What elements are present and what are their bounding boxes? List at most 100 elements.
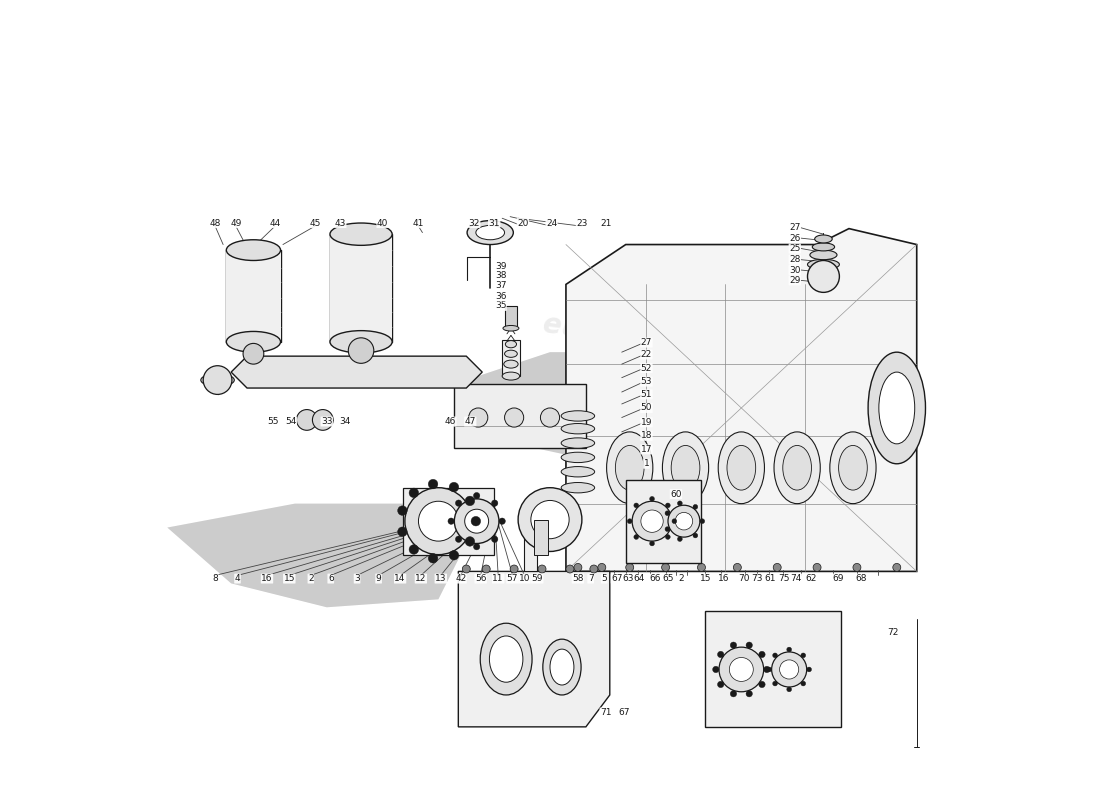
- Text: 56: 56: [475, 574, 486, 583]
- Text: 42: 42: [455, 574, 466, 583]
- Circle shape: [531, 501, 569, 538]
- Ellipse shape: [505, 341, 517, 348]
- Text: 59: 59: [531, 574, 543, 583]
- Circle shape: [312, 410, 333, 430]
- Text: 43: 43: [334, 218, 346, 227]
- Polygon shape: [454, 352, 773, 472]
- Text: 10: 10: [519, 574, 530, 583]
- Circle shape: [428, 479, 438, 489]
- Text: 7: 7: [587, 574, 594, 583]
- Ellipse shape: [550, 649, 574, 685]
- Text: 40: 40: [377, 218, 388, 227]
- Text: 63: 63: [623, 574, 634, 583]
- Text: 21: 21: [601, 218, 612, 227]
- Text: 70: 70: [738, 574, 749, 583]
- Circle shape: [717, 682, 724, 688]
- Text: 65: 65: [662, 574, 673, 583]
- Text: 48: 48: [209, 218, 221, 227]
- Circle shape: [473, 543, 480, 550]
- Ellipse shape: [727, 446, 756, 490]
- Circle shape: [675, 513, 693, 530]
- Text: 51: 51: [640, 390, 652, 399]
- Text: 67: 67: [618, 708, 630, 717]
- Circle shape: [590, 565, 597, 573]
- Ellipse shape: [227, 331, 280, 352]
- Circle shape: [801, 681, 805, 686]
- Text: 25: 25: [789, 244, 801, 253]
- Ellipse shape: [561, 438, 595, 448]
- Text: 1: 1: [644, 459, 649, 468]
- Circle shape: [771, 652, 806, 687]
- Text: 22: 22: [641, 350, 652, 359]
- Ellipse shape: [481, 623, 532, 695]
- Ellipse shape: [504, 360, 518, 368]
- Bar: [626, 480, 702, 563]
- Circle shape: [729, 658, 754, 682]
- Circle shape: [449, 550, 459, 560]
- Circle shape: [650, 497, 654, 502]
- Text: 3: 3: [354, 574, 360, 583]
- Ellipse shape: [606, 432, 652, 504]
- Ellipse shape: [561, 466, 595, 477]
- Circle shape: [759, 682, 766, 688]
- Circle shape: [772, 681, 778, 686]
- Circle shape: [499, 518, 505, 524]
- Bar: [505, 306, 517, 328]
- Circle shape: [632, 502, 672, 541]
- Text: 33: 33: [321, 417, 332, 426]
- Text: 49: 49: [230, 218, 242, 227]
- Ellipse shape: [718, 432, 764, 504]
- Circle shape: [505, 408, 524, 427]
- Circle shape: [204, 366, 232, 394]
- Circle shape: [409, 488, 419, 498]
- Ellipse shape: [561, 452, 595, 462]
- Circle shape: [773, 563, 781, 571]
- Circle shape: [767, 667, 771, 672]
- Circle shape: [806, 667, 812, 672]
- Text: 38: 38: [495, 271, 506, 280]
- Circle shape: [730, 690, 737, 697]
- Text: 32: 32: [469, 218, 480, 227]
- Circle shape: [454, 499, 499, 543]
- Circle shape: [730, 642, 737, 648]
- Text: 24: 24: [546, 218, 558, 227]
- Circle shape: [349, 338, 374, 363]
- Circle shape: [574, 563, 582, 571]
- Circle shape: [813, 563, 821, 571]
- Circle shape: [428, 554, 438, 563]
- Circle shape: [713, 666, 719, 673]
- Bar: [330, 234, 393, 342]
- Circle shape: [693, 505, 697, 510]
- Circle shape: [641, 510, 663, 532]
- Circle shape: [627, 518, 632, 523]
- Circle shape: [717, 651, 724, 658]
- Polygon shape: [167, 504, 462, 607]
- Text: 41: 41: [412, 218, 425, 227]
- Text: 5: 5: [602, 574, 607, 583]
- Text: 68: 68: [855, 574, 867, 583]
- Ellipse shape: [503, 326, 519, 331]
- Ellipse shape: [561, 410, 595, 421]
- Circle shape: [693, 533, 697, 538]
- Ellipse shape: [201, 374, 234, 386]
- Circle shape: [678, 501, 682, 506]
- Circle shape: [464, 510, 488, 533]
- Ellipse shape: [807, 259, 839, 270]
- Circle shape: [666, 526, 670, 531]
- Text: 2: 2: [308, 574, 314, 583]
- Ellipse shape: [503, 372, 519, 380]
- Ellipse shape: [330, 330, 393, 353]
- Circle shape: [448, 518, 454, 524]
- Circle shape: [650, 541, 654, 546]
- Text: 18: 18: [640, 431, 652, 440]
- Circle shape: [482, 565, 491, 573]
- Polygon shape: [454, 384, 586, 448]
- Circle shape: [540, 408, 560, 427]
- Circle shape: [469, 408, 487, 427]
- Circle shape: [700, 518, 705, 523]
- Circle shape: [465, 537, 475, 546]
- Circle shape: [510, 565, 518, 573]
- Ellipse shape: [476, 226, 505, 240]
- Text: 45: 45: [309, 218, 320, 227]
- Text: 23: 23: [576, 218, 587, 227]
